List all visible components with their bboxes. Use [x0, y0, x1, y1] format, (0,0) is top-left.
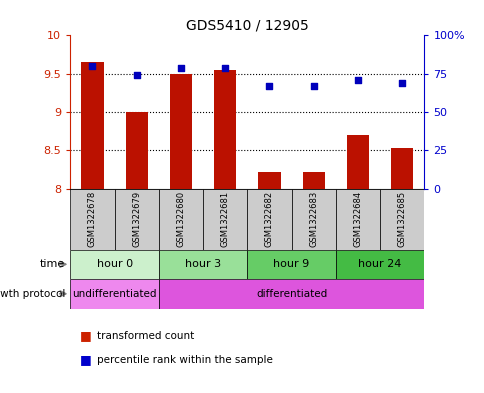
Text: undifferentiated: undifferentiated [72, 289, 156, 299]
Point [221, 64, 228, 71]
Text: GSM1322684: GSM1322684 [353, 191, 362, 247]
Bar [70, 279, 158, 309]
Bar [291, 189, 335, 250]
Point [133, 72, 140, 78]
Title: GDS5410 / 12905: GDS5410 / 12905 [185, 19, 308, 33]
Bar [70, 189, 114, 250]
Bar [125, 112, 148, 189]
Bar [379, 189, 424, 250]
Point [397, 80, 405, 86]
Bar [203, 189, 247, 250]
Bar [335, 250, 424, 279]
Bar [302, 172, 324, 189]
Bar [346, 135, 368, 189]
Bar [81, 62, 103, 189]
Text: time: time [40, 259, 65, 269]
Bar [247, 189, 291, 250]
Text: hour 24: hour 24 [358, 259, 401, 269]
Text: differentiated: differentiated [256, 289, 327, 299]
Text: ■: ■ [80, 329, 91, 343]
Bar [158, 189, 203, 250]
Bar [169, 73, 192, 189]
Bar [258, 172, 280, 189]
Bar [247, 250, 335, 279]
Text: growth protocol: growth protocol [0, 289, 65, 299]
Point [309, 83, 317, 89]
Text: GSM1322681: GSM1322681 [220, 191, 229, 247]
Bar [214, 70, 236, 189]
Text: GSM1322680: GSM1322680 [176, 191, 185, 247]
Text: GSM1322679: GSM1322679 [132, 191, 141, 247]
Bar [158, 250, 247, 279]
Point [353, 77, 361, 83]
Point [89, 63, 96, 69]
Text: hour 9: hour 9 [273, 259, 309, 269]
Bar [114, 189, 158, 250]
Text: transformed count: transformed count [97, 331, 194, 341]
Bar [158, 279, 424, 309]
Text: GSM1322685: GSM1322685 [397, 191, 406, 247]
Text: percentile rank within the sample: percentile rank within the sample [97, 354, 272, 365]
Point [177, 64, 184, 71]
Point [265, 83, 273, 89]
Text: GSM1322683: GSM1322683 [309, 191, 318, 247]
Bar [335, 189, 379, 250]
Text: hour 0: hour 0 [96, 259, 132, 269]
Bar [391, 148, 412, 189]
Text: GSM1322678: GSM1322678 [88, 191, 97, 247]
Text: ■: ■ [80, 353, 91, 366]
Text: hour 3: hour 3 [185, 259, 221, 269]
Bar [70, 250, 158, 279]
Text: GSM1322682: GSM1322682 [264, 191, 273, 247]
